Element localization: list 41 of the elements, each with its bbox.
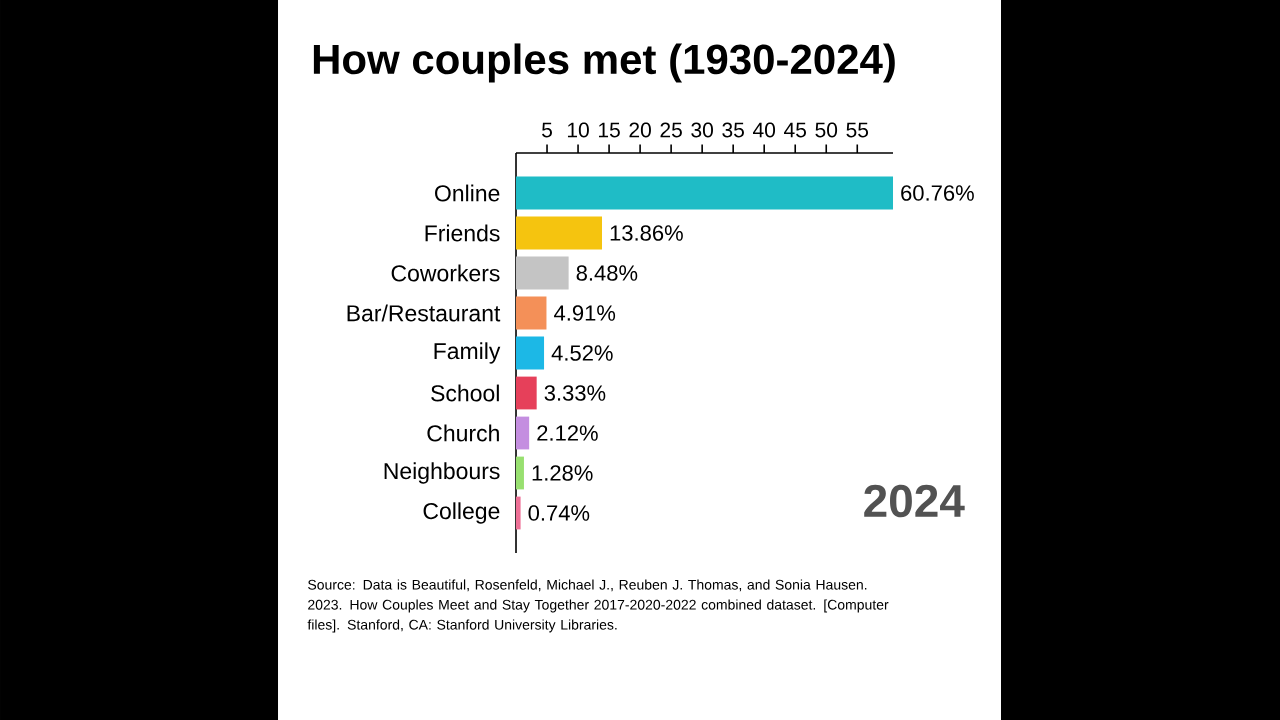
bar	[516, 336, 545, 370]
source-note: Source: Data is Beautiful, Rosenfeld, Michael J., Reuben J. Thomas, and Sonia Hausen. 2023. How Couples Meet and Stay Together 2017-2020-2022 combined dataset. [Computer files]. Stanford, CA: Stanford University Libraries.	[307, 579, 889, 633]
y-tick-label: Online	[435, 184, 500, 202]
y-tick-label: College	[423, 502, 500, 524]
x-tick-label: 55	[846, 122, 869, 138]
bar	[516, 216, 603, 250]
y-tick-label: Friends	[425, 224, 500, 242]
data-label: 2.12%	[537, 425, 598, 441]
data-label: 1.28%	[532, 465, 593, 481]
x-tick-label: 30	[691, 122, 713, 138]
x-tick-label: 15	[599, 122, 620, 138]
data-label: 8.48%	[576, 265, 638, 281]
x-tick-label: 25	[660, 122, 682, 138]
chart-title: How couples met (1930-2024)	[313, 43, 895, 83]
data-label: 4.91%	[554, 305, 616, 321]
x-tick-label: 20	[629, 122, 651, 138]
annotation: 2024	[864, 484, 965, 518]
bar	[516, 296, 547, 330]
x-tick-label: 45	[784, 122, 807, 138]
data-label: 4.52%	[551, 345, 613, 361]
y-tick-label: School	[431, 384, 499, 402]
bar	[516, 456, 524, 490]
data-label: 3.33%	[544, 385, 606, 401]
x-tick-label: 35	[722, 122, 744, 138]
y-tick-label: Family	[434, 342, 501, 364]
y-tick-label: Church	[427, 424, 499, 442]
bar	[516, 256, 569, 290]
data-label: 60.76%	[901, 185, 974, 201]
x-tick-label: 10	[567, 122, 589, 138]
data-label: 13.86%	[610, 225, 683, 241]
bar	[516, 416, 530, 450]
bar	[516, 496, 521, 530]
y-tick-label: Coworkers	[391, 264, 500, 282]
x-tick-label: 5	[542, 122, 552, 138]
x-tick-label: 40	[752, 122, 776, 138]
y-tick-label: Neighbours	[384, 462, 500, 484]
y-tick-label: Bar/Restaurant	[347, 304, 501, 322]
data-label: 0.74%	[528, 505, 590, 521]
bar	[516, 376, 537, 410]
x-tick-label: 50	[815, 122, 838, 138]
bar	[516, 176, 894, 210]
